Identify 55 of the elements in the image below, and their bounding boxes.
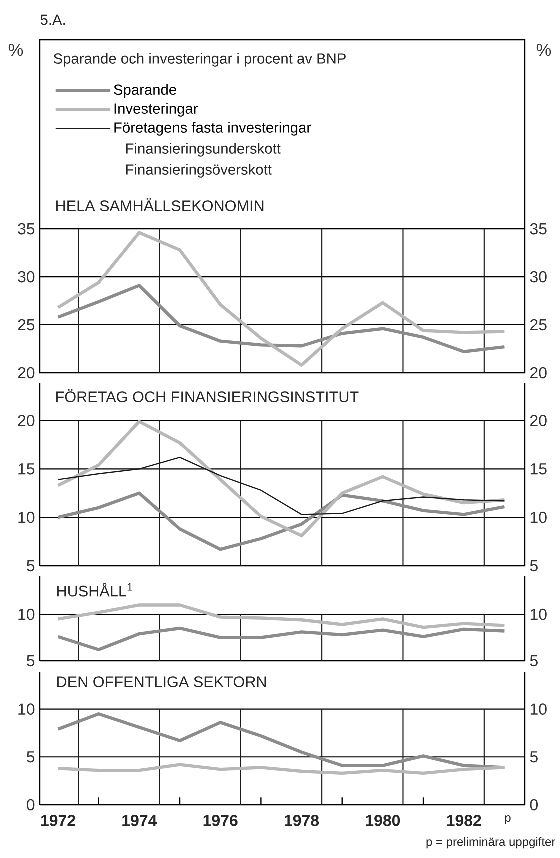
y2-tick-label: 10 xyxy=(530,608,547,620)
text: HELA SAMHÄLLSEKONOMIN xyxy=(56,198,264,212)
y2-tick-label: 5 xyxy=(530,752,538,763)
y-tick-label: 10 xyxy=(18,704,35,715)
y2-tick-label: 15 xyxy=(530,464,547,475)
x-tick-label: 1978 xyxy=(284,815,320,826)
y-tick-label: 5 xyxy=(27,560,35,572)
x-tick-label: 1982 xyxy=(447,815,482,826)
y-tick-label: 0 xyxy=(27,799,35,811)
y2-tick-label: 5 xyxy=(530,560,538,572)
line-series xyxy=(56,712,506,770)
x-tick-label: 1972 xyxy=(41,815,76,826)
x-tick-label: 1976 xyxy=(204,815,238,826)
line-series xyxy=(56,420,506,538)
y-tick-label: 5 xyxy=(27,752,35,763)
y-tick-label: 15 xyxy=(18,464,35,475)
annotation: Finansieringsunderskott xyxy=(126,143,281,157)
y2-tick-label: 10 xyxy=(530,512,547,524)
line-series xyxy=(56,626,506,652)
y-axis-title: % xyxy=(8,44,24,56)
text: p = preliminära uppgifter xyxy=(426,837,556,849)
y2-tick-label: 35 xyxy=(530,223,547,235)
line-series xyxy=(56,284,506,354)
x-tick-label: 1974 xyxy=(122,815,158,826)
y-tick-label: 10 xyxy=(18,512,35,524)
y2-tick-label: 20 xyxy=(530,367,547,379)
y-tick-label: 30 xyxy=(18,271,35,283)
line-series xyxy=(56,231,506,367)
line-series xyxy=(56,763,506,776)
annotation: Finansieringsöverskott xyxy=(126,164,272,178)
y2-tick-label: 25 xyxy=(530,319,547,331)
text: 5.A. xyxy=(40,14,66,26)
chart-subtitle: HUSHÅLL$^{1}$ xyxy=(58,583,132,597)
line-series xyxy=(56,492,506,552)
y-tick-label: 20 xyxy=(18,367,35,379)
x-tick-label: 1980 xyxy=(366,815,400,826)
y2-tick-label: 10 xyxy=(530,704,547,715)
y-tick-label: 20 xyxy=(18,415,35,426)
legend-label: Investeringar xyxy=(114,103,198,117)
y2-axis-title: % xyxy=(536,44,552,56)
y-tick-label: 5 xyxy=(27,655,35,667)
line-series xyxy=(56,604,506,630)
legend-label: Sparande xyxy=(114,84,176,98)
legend-label: Företagens fasta investeringar xyxy=(114,122,312,136)
y-tick-label: 35 xyxy=(18,223,35,235)
y-tick-label: 25 xyxy=(18,319,35,331)
y-tick-label: 10 xyxy=(18,608,35,620)
chart-subtitle: DEN OFFENTLIGA SEKTORN xyxy=(58,676,266,688)
chart-subtitle: FÖRETAG OCH FINANSIERINGSINSTITUT xyxy=(56,390,359,402)
y2-tick-label: 30 xyxy=(530,271,547,283)
y2-tick-label: 0 xyxy=(530,799,538,811)
y2-tick-label: 5 xyxy=(530,655,538,667)
text: p xyxy=(505,816,511,824)
y2-tick-label: 20 xyxy=(530,415,547,426)
text: Sparande och investeringar i procent av BNP xyxy=(54,53,346,67)
